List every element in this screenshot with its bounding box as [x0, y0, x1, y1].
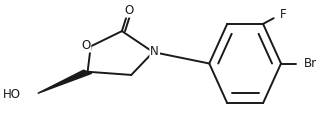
Text: N: N: [150, 45, 159, 58]
Text: Br: Br: [303, 57, 316, 70]
Text: F: F: [280, 8, 286, 21]
Polygon shape: [38, 70, 92, 93]
Text: O: O: [81, 39, 90, 52]
Text: HO: HO: [3, 88, 20, 101]
Text: O: O: [124, 4, 133, 17]
